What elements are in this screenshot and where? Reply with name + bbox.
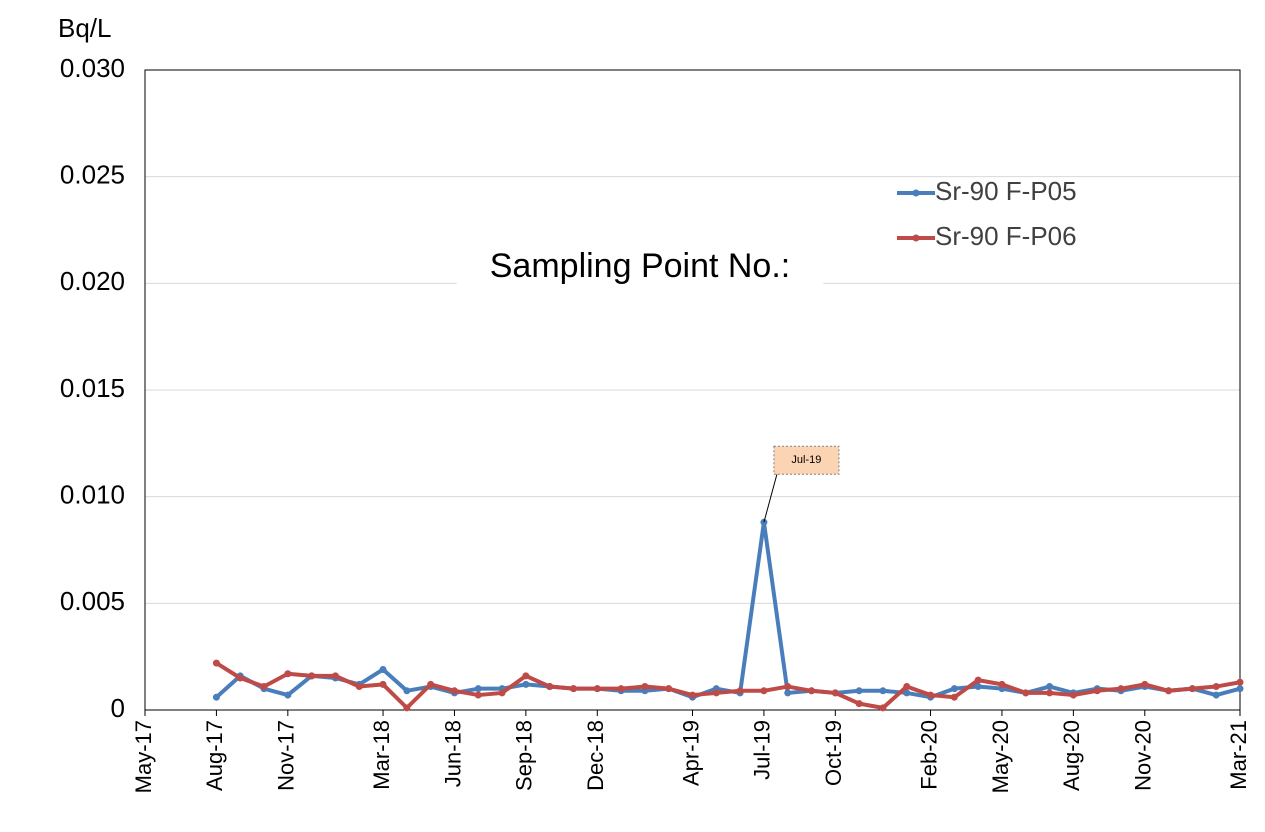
x-tick-label: May-20 [988,720,1013,793]
y-unit: Bq/L [58,13,112,43]
data-point [379,680,387,688]
data-point [1188,685,1196,693]
data-point [974,676,982,684]
data-point [903,683,911,691]
y-tick-label: 0.005 [60,586,125,616]
data-point [1236,678,1244,686]
x-tick-label: Sep-18 [512,720,537,791]
data-point [522,672,530,680]
data-point [689,691,696,699]
data-point [260,683,268,691]
data-point [498,689,506,697]
legend-label: Sr-90 F-P06 [935,221,1077,251]
y-tick-label: 0.020 [60,266,125,296]
data-point [427,680,435,688]
data-point [569,685,577,693]
callout-leader [763,474,778,523]
data-point [403,687,411,695]
data-point [1165,687,1173,695]
data-point [855,687,863,695]
data-point [903,689,911,697]
data-point [617,685,625,693]
data-point [1212,691,1220,699]
data-point [1117,685,1125,693]
legend-marker [912,189,920,197]
data-point [736,687,744,695]
y-tick-label: 0.025 [60,160,125,190]
data-point [784,683,792,691]
x-tick-label: Jun-18 [440,720,465,787]
data-point [1046,689,1054,697]
data-point [1069,691,1077,699]
x-tick-label: Jul-19 [750,720,775,780]
data-point [641,683,649,691]
data-point [784,689,792,697]
data-point [879,704,887,712]
data-point [212,693,220,701]
data-point [284,691,292,699]
data-point [522,680,530,688]
data-point [831,689,839,697]
data-point [546,683,554,691]
legend-label: Sr-90 F-P05 [935,176,1077,206]
data-point [950,693,958,701]
x-tick-label: Mar-21 [1226,720,1251,790]
data-point [308,672,316,680]
y-tick-label: 0.010 [60,480,125,510]
data-point [998,680,1006,688]
x-tick-label: Dec-18 [583,720,608,791]
data-point [665,685,673,693]
data-point [760,687,768,695]
data-point [212,659,220,667]
y-tick-label: 0.015 [60,373,125,403]
series-line [215,520,1241,700]
data-point [474,685,482,693]
callout-text: Jul-19 [791,454,821,466]
data-point [1093,687,1101,695]
data-point [808,687,816,695]
x-tick-label: Nov-20 [1131,720,1156,791]
data-point [974,683,982,691]
data-point [474,691,482,699]
x-tick-label: Apr-19 [678,720,703,786]
callout-box [773,445,840,475]
data-point [284,670,292,678]
x-tick-label: Aug-17 [202,720,227,791]
data-point [879,687,887,695]
data-point [355,683,363,691]
data-point [1212,683,1220,691]
data-point [855,700,863,708]
y-tick-label: 0.030 [60,53,125,83]
data-point [593,685,601,693]
data-point [1236,685,1244,693]
data-point [927,691,935,699]
data-point [379,665,387,673]
data-point [1022,689,1030,697]
data-point [1141,680,1149,688]
legend-title: Sampling Point No.: [490,247,791,285]
x-tick-label: May-17 [131,720,156,793]
legend-marker [912,234,920,242]
data-point [450,687,458,695]
y-tick-label: 0 [111,693,125,723]
series-line [215,661,1241,710]
data-point [1046,683,1054,691]
data-point [403,704,411,712]
data-point [331,672,339,680]
x-tick-label: Oct-19 [821,720,846,786]
legend-title-bg [456,236,824,295]
data-point [712,689,720,697]
data-point [236,674,244,682]
x-tick-label: Mar-18 [369,720,394,790]
x-tick-label: Feb-20 [916,720,941,790]
x-tick-label: Nov-17 [274,720,299,791]
data-point [950,685,958,693]
x-tick-label: Aug-20 [1059,720,1084,791]
